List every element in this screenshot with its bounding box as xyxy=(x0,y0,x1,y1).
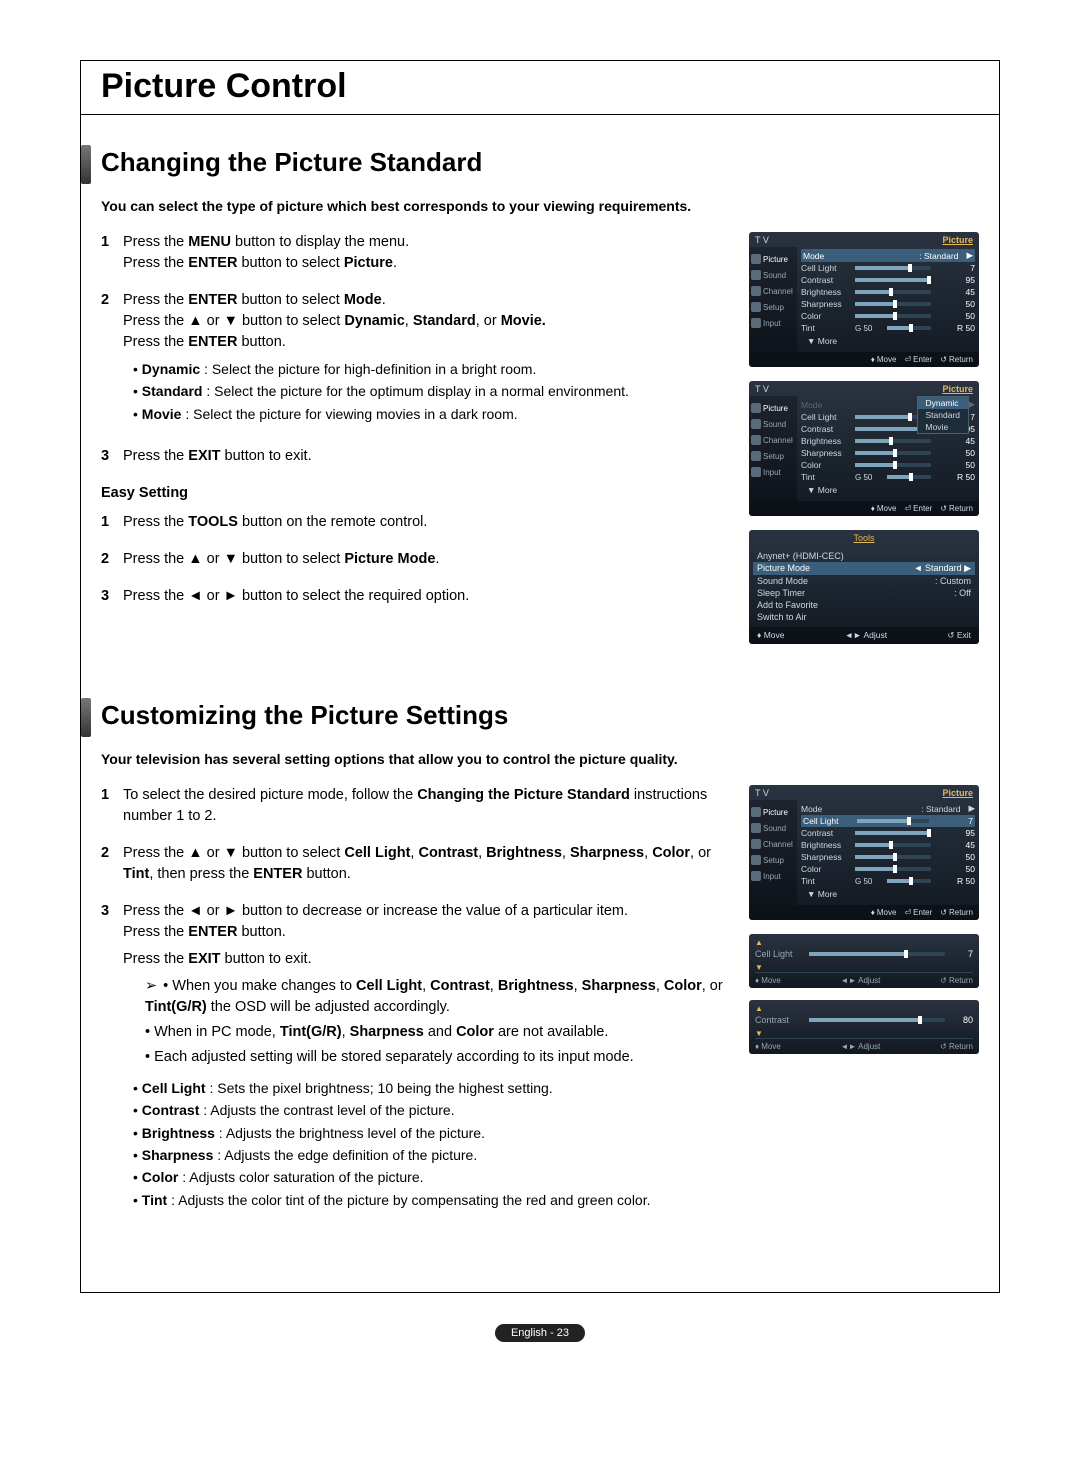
section-changing-standard: Changing the Picture Standard You can se… xyxy=(81,145,979,658)
section-heading: Changing the Picture Standard xyxy=(101,145,482,184)
osd-picture-2: T VPicture PictureSoundChannelSetupInput… xyxy=(749,381,979,516)
osd-picture-3: T VPicture PictureSoundChannelSetupInput… xyxy=(749,785,979,920)
section-heading: Customizing the Picture Settings xyxy=(101,698,508,737)
page-number: English - 23 xyxy=(0,1323,1080,1342)
page-title: Picture Control xyxy=(81,61,999,115)
section-intro: You can select the type of picture which… xyxy=(101,198,979,214)
step-num: 3 xyxy=(101,446,123,467)
section-accent-bar xyxy=(81,698,91,737)
section1-screens: T VPicture PictureSoundChannelSetupInput… xyxy=(749,232,979,658)
section2-text: 1To select the desired picture mode, fol… xyxy=(81,785,737,1232)
page-frame: Picture Control Changing the Picture Sta… xyxy=(80,60,1000,1293)
step-num: 2 xyxy=(101,290,123,430)
content: Changing the Picture Standard You can se… xyxy=(81,115,999,1292)
easy-setting-heading: Easy Setting xyxy=(101,483,737,504)
section2-screens: T VPicture PictureSoundChannelSetupInput… xyxy=(749,785,979,1232)
section1-text: 1 Press the MENU button to display the m… xyxy=(81,232,737,658)
section-intro: Your television has several setting opti… xyxy=(101,751,979,767)
section-customizing: Customizing the Picture Settings Your te… xyxy=(81,698,979,1232)
osd-picture-1: T VPicture PictureSoundChannelSetupInput… xyxy=(749,232,979,367)
section-accent-bar xyxy=(81,145,91,184)
step-num: 1 xyxy=(101,232,123,274)
osd-tools: Tools Anynet+ (HDMI-CEC)Picture Mode◄ St… xyxy=(749,530,979,644)
